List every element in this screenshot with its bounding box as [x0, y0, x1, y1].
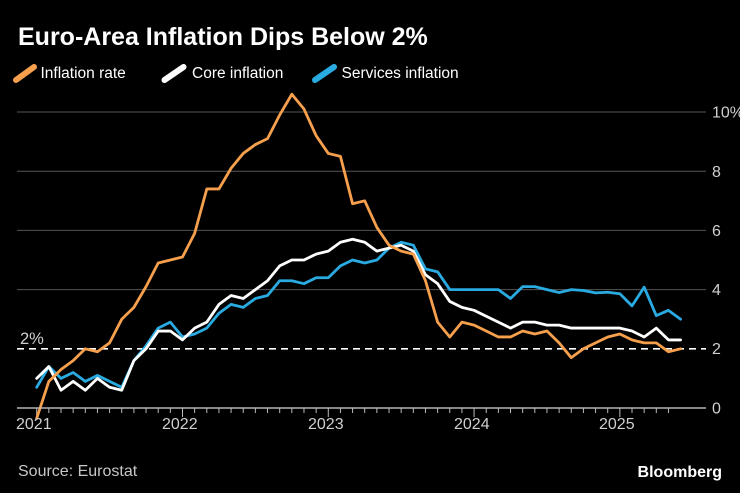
svg-text:2021: 2021 — [16, 416, 52, 433]
svg-text:0: 0 — [712, 401, 721, 418]
svg-text:2022: 2022 — [162, 416, 198, 433]
svg-text:6: 6 — [712, 223, 721, 240]
svg-text:10%: 10% — [712, 105, 740, 122]
svg-text:8: 8 — [712, 164, 721, 181]
svg-text:Services inflation: Services inflation — [342, 65, 459, 82]
svg-text:Inflation rate: Inflation rate — [41, 65, 126, 82]
svg-text:2025: 2025 — [599, 416, 635, 433]
svg-text:2: 2 — [712, 341, 721, 358]
svg-text:2023: 2023 — [308, 416, 344, 433]
svg-text:2%: 2% — [20, 330, 44, 348]
svg-text:Core inflation: Core inflation — [192, 65, 283, 82]
svg-text:4: 4 — [712, 282, 721, 299]
svg-text:2024: 2024 — [454, 416, 490, 433]
